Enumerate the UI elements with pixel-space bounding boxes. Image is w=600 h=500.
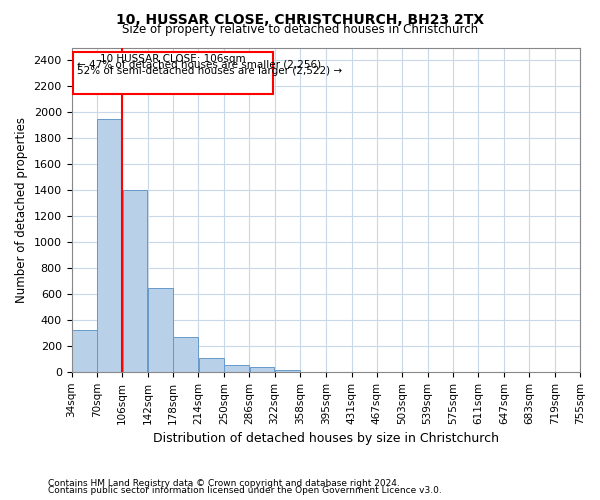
Text: 10, HUSSAR CLOSE, CHRISTCHURCH, BH23 2TX: 10, HUSSAR CLOSE, CHRISTCHURCH, BH23 2TX [116, 12, 484, 26]
Bar [250, 366, 274, 372]
Bar [148, 288, 173, 372]
Bar [224, 366, 249, 372]
Bar [199, 358, 224, 372]
X-axis label: Distribution of detached houses by size in Christchurch: Distribution of detached houses by size … [153, 432, 499, 445]
Bar [72, 330, 97, 372]
Bar [97, 119, 122, 372]
Y-axis label: Number of detached properties: Number of detached properties [15, 116, 28, 302]
Text: 52% of semi-detached houses are larger (2,522) →: 52% of semi-detached houses are larger (… [77, 66, 342, 76]
Bar [173, 337, 198, 372]
Bar [275, 370, 299, 372]
Bar [73, 52, 273, 94]
Text: Contains HM Land Registry data © Crown copyright and database right 2024.: Contains HM Land Registry data © Crown c… [48, 478, 400, 488]
Bar [122, 190, 148, 372]
Text: 10 HUSSAR CLOSE: 106sqm: 10 HUSSAR CLOSE: 106sqm [100, 54, 246, 64]
Text: ← 47% of detached houses are smaller (2,256): ← 47% of detached houses are smaller (2,… [77, 60, 321, 70]
Text: Contains public sector information licensed under the Open Government Licence v3: Contains public sector information licen… [48, 486, 442, 495]
Text: Size of property relative to detached houses in Christchurch: Size of property relative to detached ho… [122, 24, 478, 36]
